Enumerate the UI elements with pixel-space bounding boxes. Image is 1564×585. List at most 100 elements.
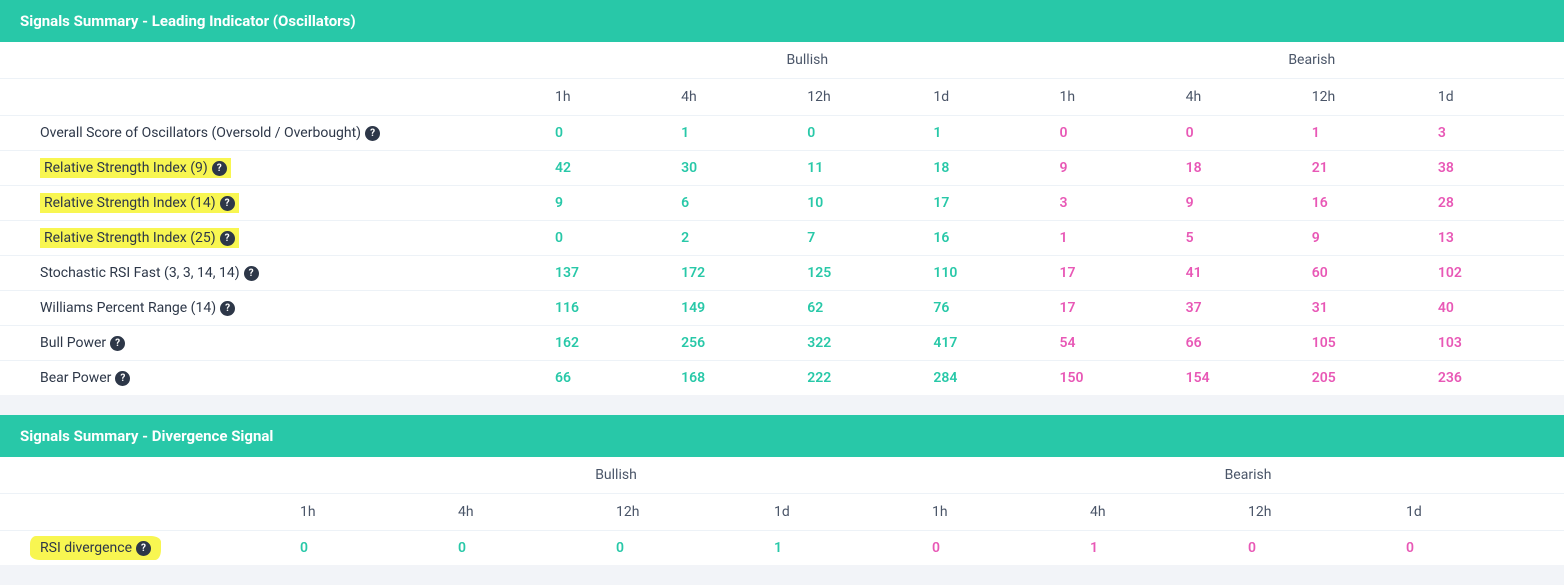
- bullish-value[interactable]: 172: [681, 265, 705, 281]
- bearish-value[interactable]: 150: [1060, 370, 1084, 386]
- help-icon[interactable]: ?: [220, 301, 235, 316]
- bearish-value[interactable]: 18: [1186, 160, 1202, 176]
- bearish-value[interactable]: 0: [1186, 125, 1194, 141]
- bullish-value[interactable]: 7: [807, 230, 815, 246]
- bullish-value[interactable]: 256: [681, 335, 705, 351]
- bullish-value[interactable]: 417: [933, 335, 957, 351]
- bullish-value[interactable]: 149: [681, 300, 705, 316]
- bearish-value[interactable]: 13: [1438, 230, 1454, 246]
- bearish-value[interactable]: 9: [1186, 195, 1194, 211]
- bullish-value[interactable]: 16: [933, 230, 949, 246]
- bearish-value[interactable]: 154: [1186, 370, 1210, 386]
- help-icon[interactable]: ?: [220, 196, 235, 211]
- bullish-value[interactable]: 1: [933, 125, 941, 141]
- period-header: 12h: [807, 79, 933, 116]
- value-cell: 1: [933, 116, 1059, 151]
- help-icon[interactable]: ?: [115, 371, 130, 386]
- bearish-value[interactable]: 40: [1438, 300, 1454, 316]
- bullish-value[interactable]: 222: [807, 370, 831, 386]
- period-header: 12h: [1248, 494, 1406, 531]
- bearish-value[interactable]: 16: [1312, 195, 1328, 211]
- bearish-value[interactable]: 37: [1186, 300, 1202, 316]
- group-header-row: Bullish Bearish: [0, 457, 1564, 494]
- bearish-value[interactable]: 0: [932, 540, 940, 556]
- row-label: Relative Strength Index (25): [44, 230, 216, 246]
- bullish-value[interactable]: 10: [807, 195, 823, 211]
- bearish-value[interactable]: 21: [1312, 160, 1328, 176]
- bearish-value[interactable]: 3: [1438, 125, 1446, 141]
- bearish-value[interactable]: 103: [1438, 335, 1462, 351]
- bullish-value[interactable]: 162: [555, 335, 579, 351]
- bullish-value[interactable]: 76: [933, 300, 949, 316]
- bullish-value[interactable]: 62: [807, 300, 823, 316]
- bullish-value[interactable]: 0: [616, 540, 624, 556]
- bullish-value[interactable]: 168: [681, 370, 705, 386]
- bullish-value[interactable]: 2: [681, 230, 689, 246]
- bullish-value[interactable]: 1: [681, 125, 689, 141]
- value-cell: 222: [807, 361, 933, 396]
- help-icon[interactable]: ?: [110, 336, 125, 351]
- bearish-value[interactable]: 205: [1312, 370, 1336, 386]
- bullish-value[interactable]: 9: [555, 195, 563, 211]
- bullish-value[interactable]: 116: [555, 300, 579, 316]
- bearish-value[interactable]: 9: [1060, 160, 1068, 176]
- bullish-value[interactable]: 11: [807, 160, 823, 176]
- bullish-value[interactable]: 125: [807, 265, 831, 281]
- bullish-value[interactable]: 18: [933, 160, 949, 176]
- help-icon[interactable]: ?: [365, 126, 380, 141]
- bullish-value[interactable]: 66: [555, 370, 571, 386]
- bullish-value[interactable]: 30: [681, 160, 697, 176]
- period-header: 4h: [1186, 79, 1312, 116]
- bearish-value[interactable]: 54: [1060, 335, 1076, 351]
- bullish-value[interactable]: 42: [555, 160, 571, 176]
- help-icon[interactable]: ?: [220, 231, 235, 246]
- row-label-cell: Williams Percent Range (14)?: [0, 291, 555, 326]
- bullish-value[interactable]: 0: [555, 230, 563, 246]
- bullish-value[interactable]: 1: [774, 540, 782, 556]
- value-cell: 116: [555, 291, 681, 326]
- period-header-row: 1h4h12h1d1h4h12h1d: [0, 494, 1564, 531]
- bearish-value[interactable]: 31: [1312, 300, 1328, 316]
- bearish-value[interactable]: 0: [1060, 125, 1068, 141]
- bearish-value[interactable]: 0: [1248, 540, 1256, 556]
- bearish-value[interactable]: 41: [1186, 265, 1202, 281]
- bearish-value[interactable]: 236: [1438, 370, 1462, 386]
- help-icon[interactable]: ?: [136, 541, 151, 556]
- empty-header: [0, 494, 300, 531]
- help-icon[interactable]: ?: [212, 161, 227, 176]
- help-icon[interactable]: ?: [244, 266, 259, 281]
- bullish-value[interactable]: 284: [933, 370, 957, 386]
- bearish-value[interactable]: 102: [1438, 265, 1462, 281]
- bearish-value[interactable]: 66: [1186, 335, 1202, 351]
- bearish-value[interactable]: 38: [1438, 160, 1454, 176]
- bearish-value[interactable]: 17: [1060, 300, 1076, 316]
- empty-header: [0, 457, 300, 494]
- bearish-value[interactable]: 105: [1312, 335, 1336, 351]
- value-cell: 322: [807, 326, 933, 361]
- bullish-value[interactable]: 322: [807, 335, 831, 351]
- bullish-value[interactable]: 0: [458, 540, 466, 556]
- bearish-value[interactable]: 3: [1060, 195, 1068, 211]
- bearish-value[interactable]: 60: [1312, 265, 1328, 281]
- bearish-value[interactable]: 5: [1186, 230, 1194, 246]
- period-header: 1d: [774, 494, 932, 531]
- bearish-value[interactable]: 17: [1060, 265, 1076, 281]
- period-header: 1d: [1406, 494, 1564, 531]
- bullish-value[interactable]: 0: [555, 125, 563, 141]
- value-cell: 31: [1312, 291, 1438, 326]
- bearish-value[interactable]: 1: [1090, 540, 1098, 556]
- bearish-value[interactable]: 9: [1312, 230, 1320, 246]
- bearish-value[interactable]: 28: [1438, 195, 1454, 211]
- table-row: Relative Strength Index (14)?96101739162…: [0, 186, 1564, 221]
- bullish-value[interactable]: 0: [807, 125, 815, 141]
- bullish-value[interactable]: 6: [681, 195, 689, 211]
- bearish-value[interactable]: 0: [1406, 540, 1414, 556]
- bullish-value[interactable]: 0: [300, 540, 308, 556]
- table-row: Relative Strength Index (25)? 0 2 7 16 1 5 9 13: [0, 221, 1564, 256]
- value-cell: 21: [1312, 151, 1438, 186]
- bearish-value[interactable]: 1: [1060, 230, 1068, 246]
- bullish-value[interactable]: 17: [933, 195, 949, 211]
- bearish-value[interactable]: 1: [1312, 125, 1320, 141]
- bullish-value[interactable]: 137: [555, 265, 579, 281]
- bullish-value[interactable]: 110: [933, 265, 957, 281]
